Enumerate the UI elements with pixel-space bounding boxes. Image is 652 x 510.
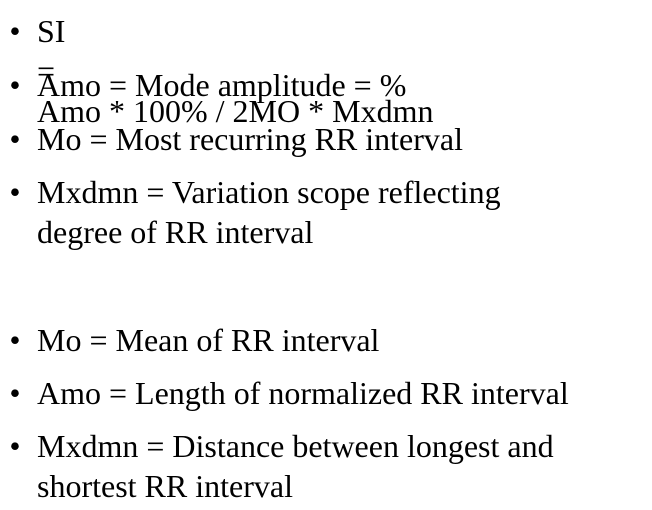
si-label: SI (37, 13, 66, 49)
bullet-icon: • (9, 428, 21, 464)
si-formula-text: SI = Amo * 100% / 2MO * Mxdmn (37, 11, 433, 131)
mo-definition-text: Mo = Most recurring RR interval (37, 121, 463, 157)
mxdmn-definition-text: Mxdmn = Variation scope reflecting degre… (37, 172, 501, 252)
mxdmn-distance-text: Mxdmn = Distance between longest and sho… (37, 426, 554, 506)
mxdmn-distance-line-1: Mxdmn = Distance between longest and (37, 428, 554, 464)
si-equals: = (37, 53, 56, 89)
bullet-icon: • (9, 174, 21, 210)
mo-mean-text: Mo = Mean of RR interval (37, 322, 380, 358)
amo-definition-text: Amo = Mode amplitude = % (37, 67, 407, 103)
bullet-icon: • (9, 121, 21, 157)
mxdmn-line-2: degree of RR interval (37, 214, 314, 250)
bullet-icon: • (9, 375, 21, 411)
mxdmn-line-1: Mxdmn = Variation scope reflecting (37, 174, 501, 210)
bullet-icon: • (9, 13, 21, 49)
amo-length-text: Amo = Length of normalized RR interval (37, 375, 569, 411)
bullet-icon: • (9, 67, 21, 103)
bullet-icon: • (9, 322, 21, 358)
mxdmn-distance-line-2: shortest RR interval (37, 468, 293, 504)
si-expression: Amo * 100% / 2MO * Mxdmn (37, 93, 434, 129)
